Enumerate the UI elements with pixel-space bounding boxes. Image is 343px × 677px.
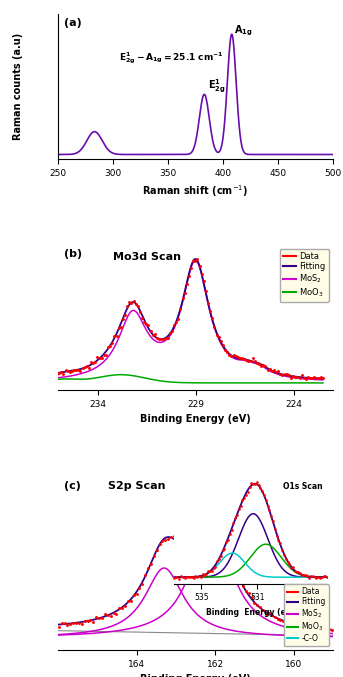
Y-axis label: Raman counts (a.u): Raman counts (a.u) — [13, 32, 23, 140]
Text: $\mathbf{A_{1g}}$: $\mathbf{A_{1g}}$ — [234, 23, 252, 38]
Text: (c): (c) — [64, 481, 81, 491]
Text: $\mathbf{E^1_{2g}}$: $\mathbf{E^1_{2g}}$ — [208, 78, 225, 95]
Text: S2p Scan: S2p Scan — [108, 481, 165, 491]
Text: $\mathbf{E^1_{2g} - A_{1g} = 25.1\ cm^{-1}}$: $\mathbf{E^1_{2g} - A_{1g} = 25.1\ cm^{-… — [119, 50, 224, 66]
X-axis label: Binding Energy (eV): Binding Energy (eV) — [140, 674, 251, 677]
Text: Mo3d Scan: Mo3d Scan — [113, 252, 181, 262]
X-axis label: Raman shift (cm$^{-1}$): Raman shift (cm$^{-1}$) — [142, 183, 249, 199]
X-axis label: Binding Energy (eV): Binding Energy (eV) — [140, 414, 251, 424]
Text: (b): (b) — [64, 248, 82, 259]
Legend: Data, Fitting, MoS$_2$, MoO$_3$: Data, Fitting, MoS$_2$, MoO$_3$ — [280, 248, 329, 302]
Legend: Data, Fitting, MoS$_2$, MoO$_3$, -C-O: Data, Fitting, MoS$_2$, MoO$_3$, -C-O — [284, 584, 329, 646]
Text: (a): (a) — [64, 18, 82, 28]
